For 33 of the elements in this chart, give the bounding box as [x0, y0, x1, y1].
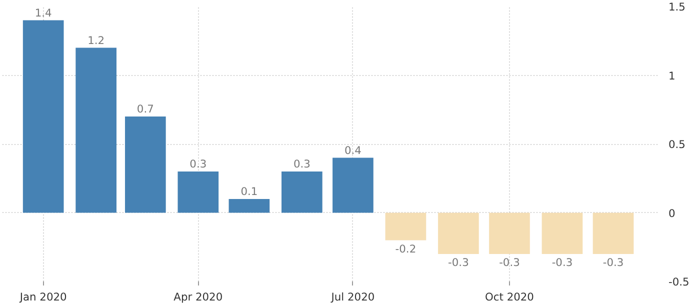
- x-tick-label: Apr 2020: [174, 290, 223, 304]
- data-label: 0.4: [344, 144, 362, 157]
- data-label: 0.7: [136, 102, 154, 116]
- data-label: 1.4: [34, 6, 52, 20]
- bar: [438, 212, 479, 254]
- bar: [332, 158, 374, 213]
- bar: [76, 48, 116, 213]
- bar: [124, 116, 166, 213]
- y-tick-label: 0.5: [668, 138, 686, 151]
- data-label: 0.3: [190, 158, 207, 170]
- data-label: 1.2: [88, 34, 105, 47]
- bar: [489, 212, 530, 254]
- data-label: -0.3: [552, 256, 573, 269]
- y-tick-label: 1.5: [668, 0, 686, 14]
- bar: [228, 199, 270, 213]
- data-label: -0.3: [499, 256, 520, 269]
- y-tick-label: -0.5: [668, 276, 690, 288]
- data-label: -0.3: [448, 256, 469, 269]
- bar: [592, 212, 634, 254]
- y-tick-label: 1: [668, 69, 676, 82]
- bar: [22, 20, 64, 213]
- x-tick-label: Jan 2020: [18, 290, 68, 304]
- data-label: 0.1: [240, 185, 258, 198]
- x-tick-label: Jul 2020: [330, 290, 375, 304]
- data-label: -0.2: [395, 242, 416, 256]
- data-label: -0.3: [602, 256, 624, 269]
- data-label: 0.3: [293, 158, 310, 170]
- y-tick-label: 0: [668, 206, 676, 220]
- x-tick-label: Oct 2020: [485, 290, 534, 304]
- bar: [385, 212, 426, 240]
- bar: [178, 172, 219, 213]
- bar: [282, 172, 322, 213]
- bar: [542, 212, 583, 254]
